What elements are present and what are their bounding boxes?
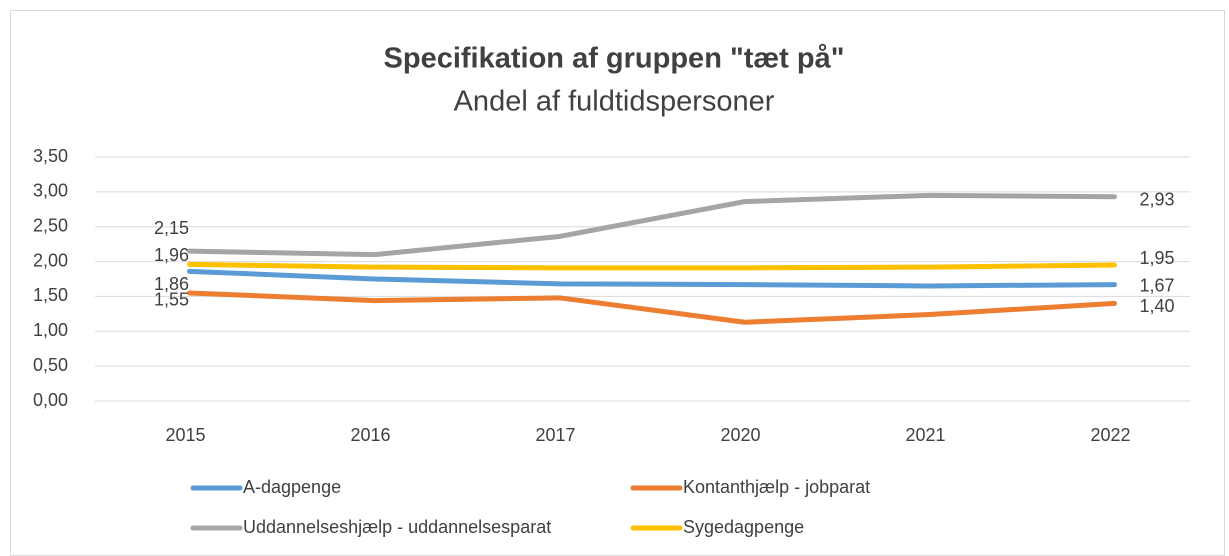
y-tick-label: 2,00 xyxy=(33,250,68,270)
x-tick-label: 2021 xyxy=(905,425,945,445)
legend-label: Uddannelseshjælp - uddannelsesparat xyxy=(243,517,551,537)
x-tick-label: 2016 xyxy=(350,425,390,445)
series-line xyxy=(187,192,1117,258)
data-label: 1,86 xyxy=(154,274,189,294)
y-tick-label: 0,00 xyxy=(33,390,68,410)
series-line xyxy=(187,290,1117,325)
series-line xyxy=(187,261,1117,271)
y-tick-label: 1,50 xyxy=(33,285,68,305)
legend-label: Sygedagpenge xyxy=(683,517,804,537)
y-tick-label: 2,50 xyxy=(33,215,68,235)
data-label: 2,15 xyxy=(154,218,189,238)
data-label: 1,96 xyxy=(154,245,189,265)
x-tick-label: 2020 xyxy=(720,425,760,445)
chart-title: Specifikation af gruppen "tæt på" xyxy=(384,43,845,75)
legend-label: A-dagpenge xyxy=(243,477,341,497)
y-tick-label: 3,50 xyxy=(33,146,68,166)
data-label: 2,93 xyxy=(1140,189,1175,209)
x-tick-label: 2015 xyxy=(165,425,205,445)
data-label: 1,40 xyxy=(1140,296,1175,316)
data-label: 1,95 xyxy=(1140,248,1175,268)
y-tick-label: 1,00 xyxy=(33,320,68,340)
x-tick-label: 2017 xyxy=(535,425,575,445)
data-label: 1,67 xyxy=(1140,275,1175,295)
x-tick-label: 2022 xyxy=(1090,425,1130,445)
series-line xyxy=(187,268,1117,289)
y-tick-label: 0,50 xyxy=(33,355,68,375)
legend-label: Kontanthjælp - jobparat xyxy=(683,477,870,497)
chart-subtitle: Andel af fuldtidspersoner xyxy=(454,86,775,118)
y-tick-label: 3,00 xyxy=(33,181,68,201)
data-label: 1,55 xyxy=(154,290,189,310)
